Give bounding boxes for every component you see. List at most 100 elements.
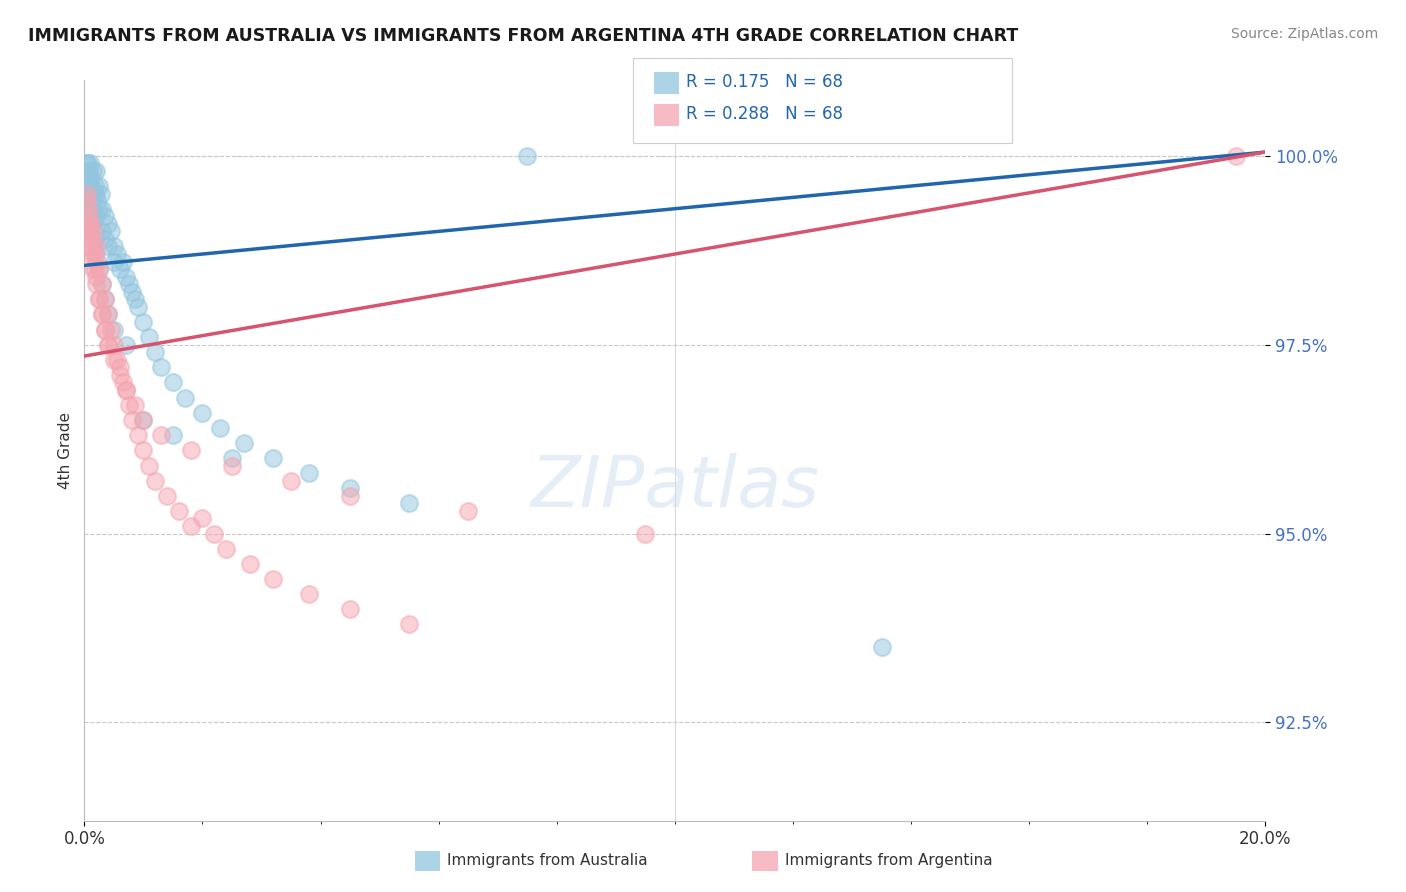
Point (132, 443, 155, 458)
Point (108, 262, 131, 277)
Point (114, 337, 136, 351)
Point (127, 428, 149, 442)
Point (79, 156, 101, 170)
Point (76, 186, 98, 201)
Point (105, 352, 128, 367)
Point (398, 496, 420, 510)
Point (84, 232, 107, 246)
Point (84, 247, 107, 261)
Point (103, 322, 125, 336)
Point (118, 277, 141, 292)
Point (84, 269, 107, 284)
Point (80, 202, 103, 216)
Point (870, 640, 893, 654)
Point (97, 217, 120, 231)
Point (124, 293, 146, 307)
Text: R = 0.288   N = 68: R = 0.288 N = 68 (686, 105, 844, 123)
Point (221, 458, 243, 473)
Point (114, 383, 136, 397)
Point (138, 458, 160, 473)
Point (77, 209, 100, 223)
Point (79, 247, 101, 261)
Point (114, 269, 136, 284)
Point (91, 224, 114, 238)
Point (94, 293, 117, 307)
Point (262, 572, 284, 586)
Point (80, 232, 103, 246)
Point (516, 149, 538, 163)
Point (84, 186, 107, 201)
Point (132, 413, 155, 427)
Point (87, 293, 111, 307)
Point (180, 519, 202, 533)
Point (97, 308, 120, 322)
Point (84, 239, 107, 253)
Point (143, 345, 166, 359)
Point (82, 164, 104, 178)
Point (191, 406, 214, 420)
Point (132, 315, 155, 329)
Point (191, 511, 214, 525)
Text: Immigrants from Australia: Immigrants from Australia (447, 854, 648, 868)
Point (79, 217, 101, 231)
Point (91, 202, 114, 216)
Point (162, 376, 184, 390)
Point (76, 171, 98, 186)
Point (77, 164, 100, 178)
Point (82, 186, 104, 201)
Point (91, 277, 114, 292)
Point (121, 285, 143, 299)
Point (232, 436, 254, 450)
Point (162, 428, 184, 442)
Text: ZIPatlas: ZIPatlas (530, 453, 820, 522)
Point (77, 179, 100, 194)
Y-axis label: 4th Grade: 4th Grade (58, 412, 73, 489)
Point (94, 232, 117, 246)
Point (87, 262, 111, 277)
Point (108, 360, 131, 375)
Point (262, 450, 284, 465)
Point (215, 541, 238, 556)
Point (339, 481, 361, 495)
Point (103, 337, 125, 351)
Point (82, 224, 104, 238)
Point (138, 330, 160, 344)
Point (143, 474, 166, 488)
Point (167, 504, 190, 518)
Point (298, 466, 321, 480)
Point (103, 254, 125, 268)
Point (150, 428, 173, 442)
Point (105, 247, 128, 261)
Point (82, 247, 104, 261)
Point (76, 194, 98, 209)
Point (118, 398, 141, 412)
Point (77, 239, 100, 253)
Point (86, 194, 108, 209)
Point (79, 217, 101, 231)
Point (209, 421, 232, 435)
Point (79, 194, 101, 209)
Point (84, 247, 107, 261)
Point (127, 300, 149, 314)
Point (339, 602, 361, 616)
Point (398, 617, 420, 632)
Point (114, 383, 136, 397)
Point (77, 179, 100, 194)
Point (91, 308, 114, 322)
Point (87, 202, 111, 216)
Point (82, 202, 104, 216)
Point (79, 186, 101, 201)
Point (124, 398, 146, 412)
Point (77, 202, 100, 216)
Point (180, 443, 202, 458)
Point (76, 186, 98, 201)
Point (94, 209, 117, 223)
Point (103, 239, 125, 253)
Point (103, 352, 125, 367)
Point (173, 391, 195, 405)
Text: IMMIGRANTS FROM AUSTRALIA VS IMMIGRANTS FROM ARGENTINA 4TH GRADE CORRELATION CHA: IMMIGRANTS FROM AUSTRALIA VS IMMIGRANTS … (28, 27, 1018, 45)
Point (87, 262, 111, 277)
Point (94, 322, 117, 336)
Point (202, 526, 225, 541)
Point (82, 217, 104, 231)
